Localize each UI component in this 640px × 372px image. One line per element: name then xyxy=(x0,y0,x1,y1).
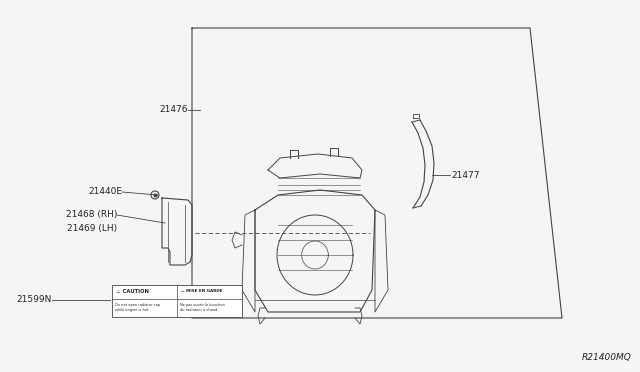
Text: Do not open radiator cap
while engine is hot.: Do not open radiator cap while engine is… xyxy=(115,303,160,312)
Circle shape xyxy=(151,191,159,199)
Text: 21468 (RH): 21468 (RH) xyxy=(66,211,117,219)
Text: ⚠ CAUTION: ⚠ CAUTION xyxy=(116,289,149,294)
Text: 21477: 21477 xyxy=(451,170,479,180)
Text: 21469 (LH): 21469 (LH) xyxy=(67,224,117,232)
Text: Ne pas ouvrir le bouchon
du radiateur a chaud.: Ne pas ouvrir le bouchon du radiateur a … xyxy=(180,303,225,312)
Text: ⚠ MISE EN GARDE: ⚠ MISE EN GARDE xyxy=(181,289,223,294)
Text: 21476: 21476 xyxy=(159,106,188,115)
Bar xyxy=(112,285,242,317)
Text: 21599N: 21599N xyxy=(17,295,52,305)
Text: R21400MQ: R21400MQ xyxy=(582,353,632,362)
Text: 21440E: 21440E xyxy=(88,187,122,196)
